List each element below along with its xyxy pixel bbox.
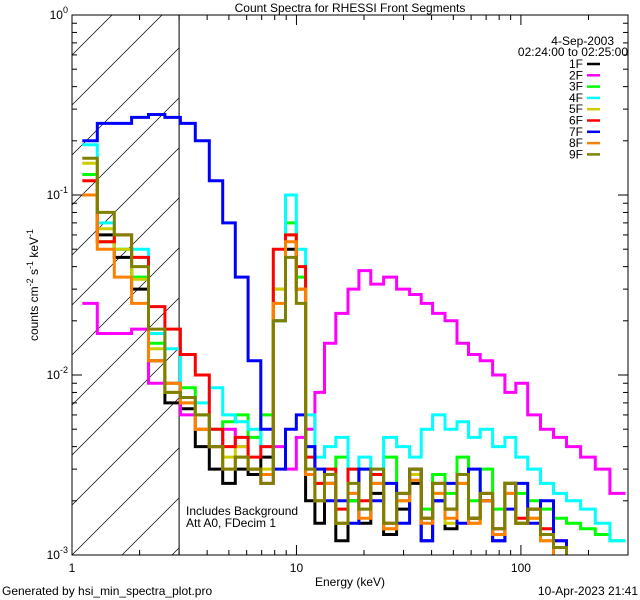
hatch-line [121, 497, 180, 556]
series-layer [82, 113, 626, 555]
y-tick-label: 10-1 [47, 185, 68, 202]
x-tick-label: 10 [290, 561, 304, 575]
x-tick-label: 100 [511, 561, 531, 575]
annotation-background: Includes Background [186, 504, 298, 518]
legend-label-3F: 3F [569, 80, 583, 94]
y-tick-label: 100 [50, 5, 68, 22]
legend-label-7F: 7F [569, 125, 583, 139]
plot-frame [71, 14, 629, 556]
axis-ticks [71, 14, 629, 556]
hatch-line [71, 197, 180, 306]
hatch-line [171, 547, 180, 556]
legend-label-5F: 5F [569, 102, 583, 116]
legend-label-9F: 9F [569, 147, 583, 161]
time-range-label: 02:24:00 to 02:25:00 [518, 45, 628, 59]
hatch-line [71, 297, 180, 406]
annotation-attenuator: Att A0, FDecim 1 [186, 516, 276, 530]
y-tick-label: 10-3 [47, 545, 68, 562]
hatch-line [71, 14, 163, 106]
legend-label-4F: 4F [569, 91, 583, 105]
date-label: 4-Sep-2003 [551, 34, 614, 48]
y-tick-label: 10-2 [47, 365, 68, 382]
hatch-line [71, 147, 180, 256]
legend-label-8F: 8F [569, 136, 583, 150]
series-9F [82, 156, 568, 555]
hatch-line [71, 447, 180, 556]
hatch-line [71, 47, 180, 156]
hatch-line [71, 247, 180, 356]
hatch-line [71, 14, 113, 56]
timestamp-label: 10-Apr-2023 21:41 [538, 584, 638, 598]
y-axis-label: counts cm-2 s-1 keV-1 [25, 229, 41, 341]
x-tick-label: 1 [69, 561, 76, 575]
hatch-line [71, 397, 180, 506]
legend-label-2F: 2F [569, 68, 583, 82]
hatched-region [71, 14, 180, 556]
generated-by-label: Generated by hsi_min_spectra_plot.pro [2, 584, 212, 598]
x-tick-labels: 1 10 100 [69, 561, 532, 575]
hatch-line [71, 347, 180, 456]
y-tick-labels: 100 10-1 10-2 10-3 [47, 5, 68, 562]
legend-label-6F: 6F [569, 114, 583, 128]
legend-label-1F: 1F [569, 57, 583, 71]
series-4F [82, 143, 626, 543]
chart-title: Count Spectra for RHESSI Front Segments [235, 1, 466, 15]
x-axis-label: Energy (keV) [315, 575, 385, 589]
